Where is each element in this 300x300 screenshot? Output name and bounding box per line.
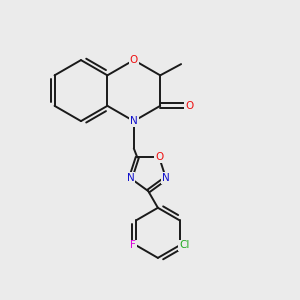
Text: O: O <box>130 55 138 65</box>
Text: O: O <box>185 101 193 111</box>
Text: N: N <box>127 173 134 183</box>
Text: F: F <box>130 240 136 250</box>
Text: Cl: Cl <box>179 240 190 250</box>
Text: O: O <box>155 152 163 162</box>
Text: N: N <box>130 116 138 126</box>
Text: N: N <box>162 173 170 183</box>
